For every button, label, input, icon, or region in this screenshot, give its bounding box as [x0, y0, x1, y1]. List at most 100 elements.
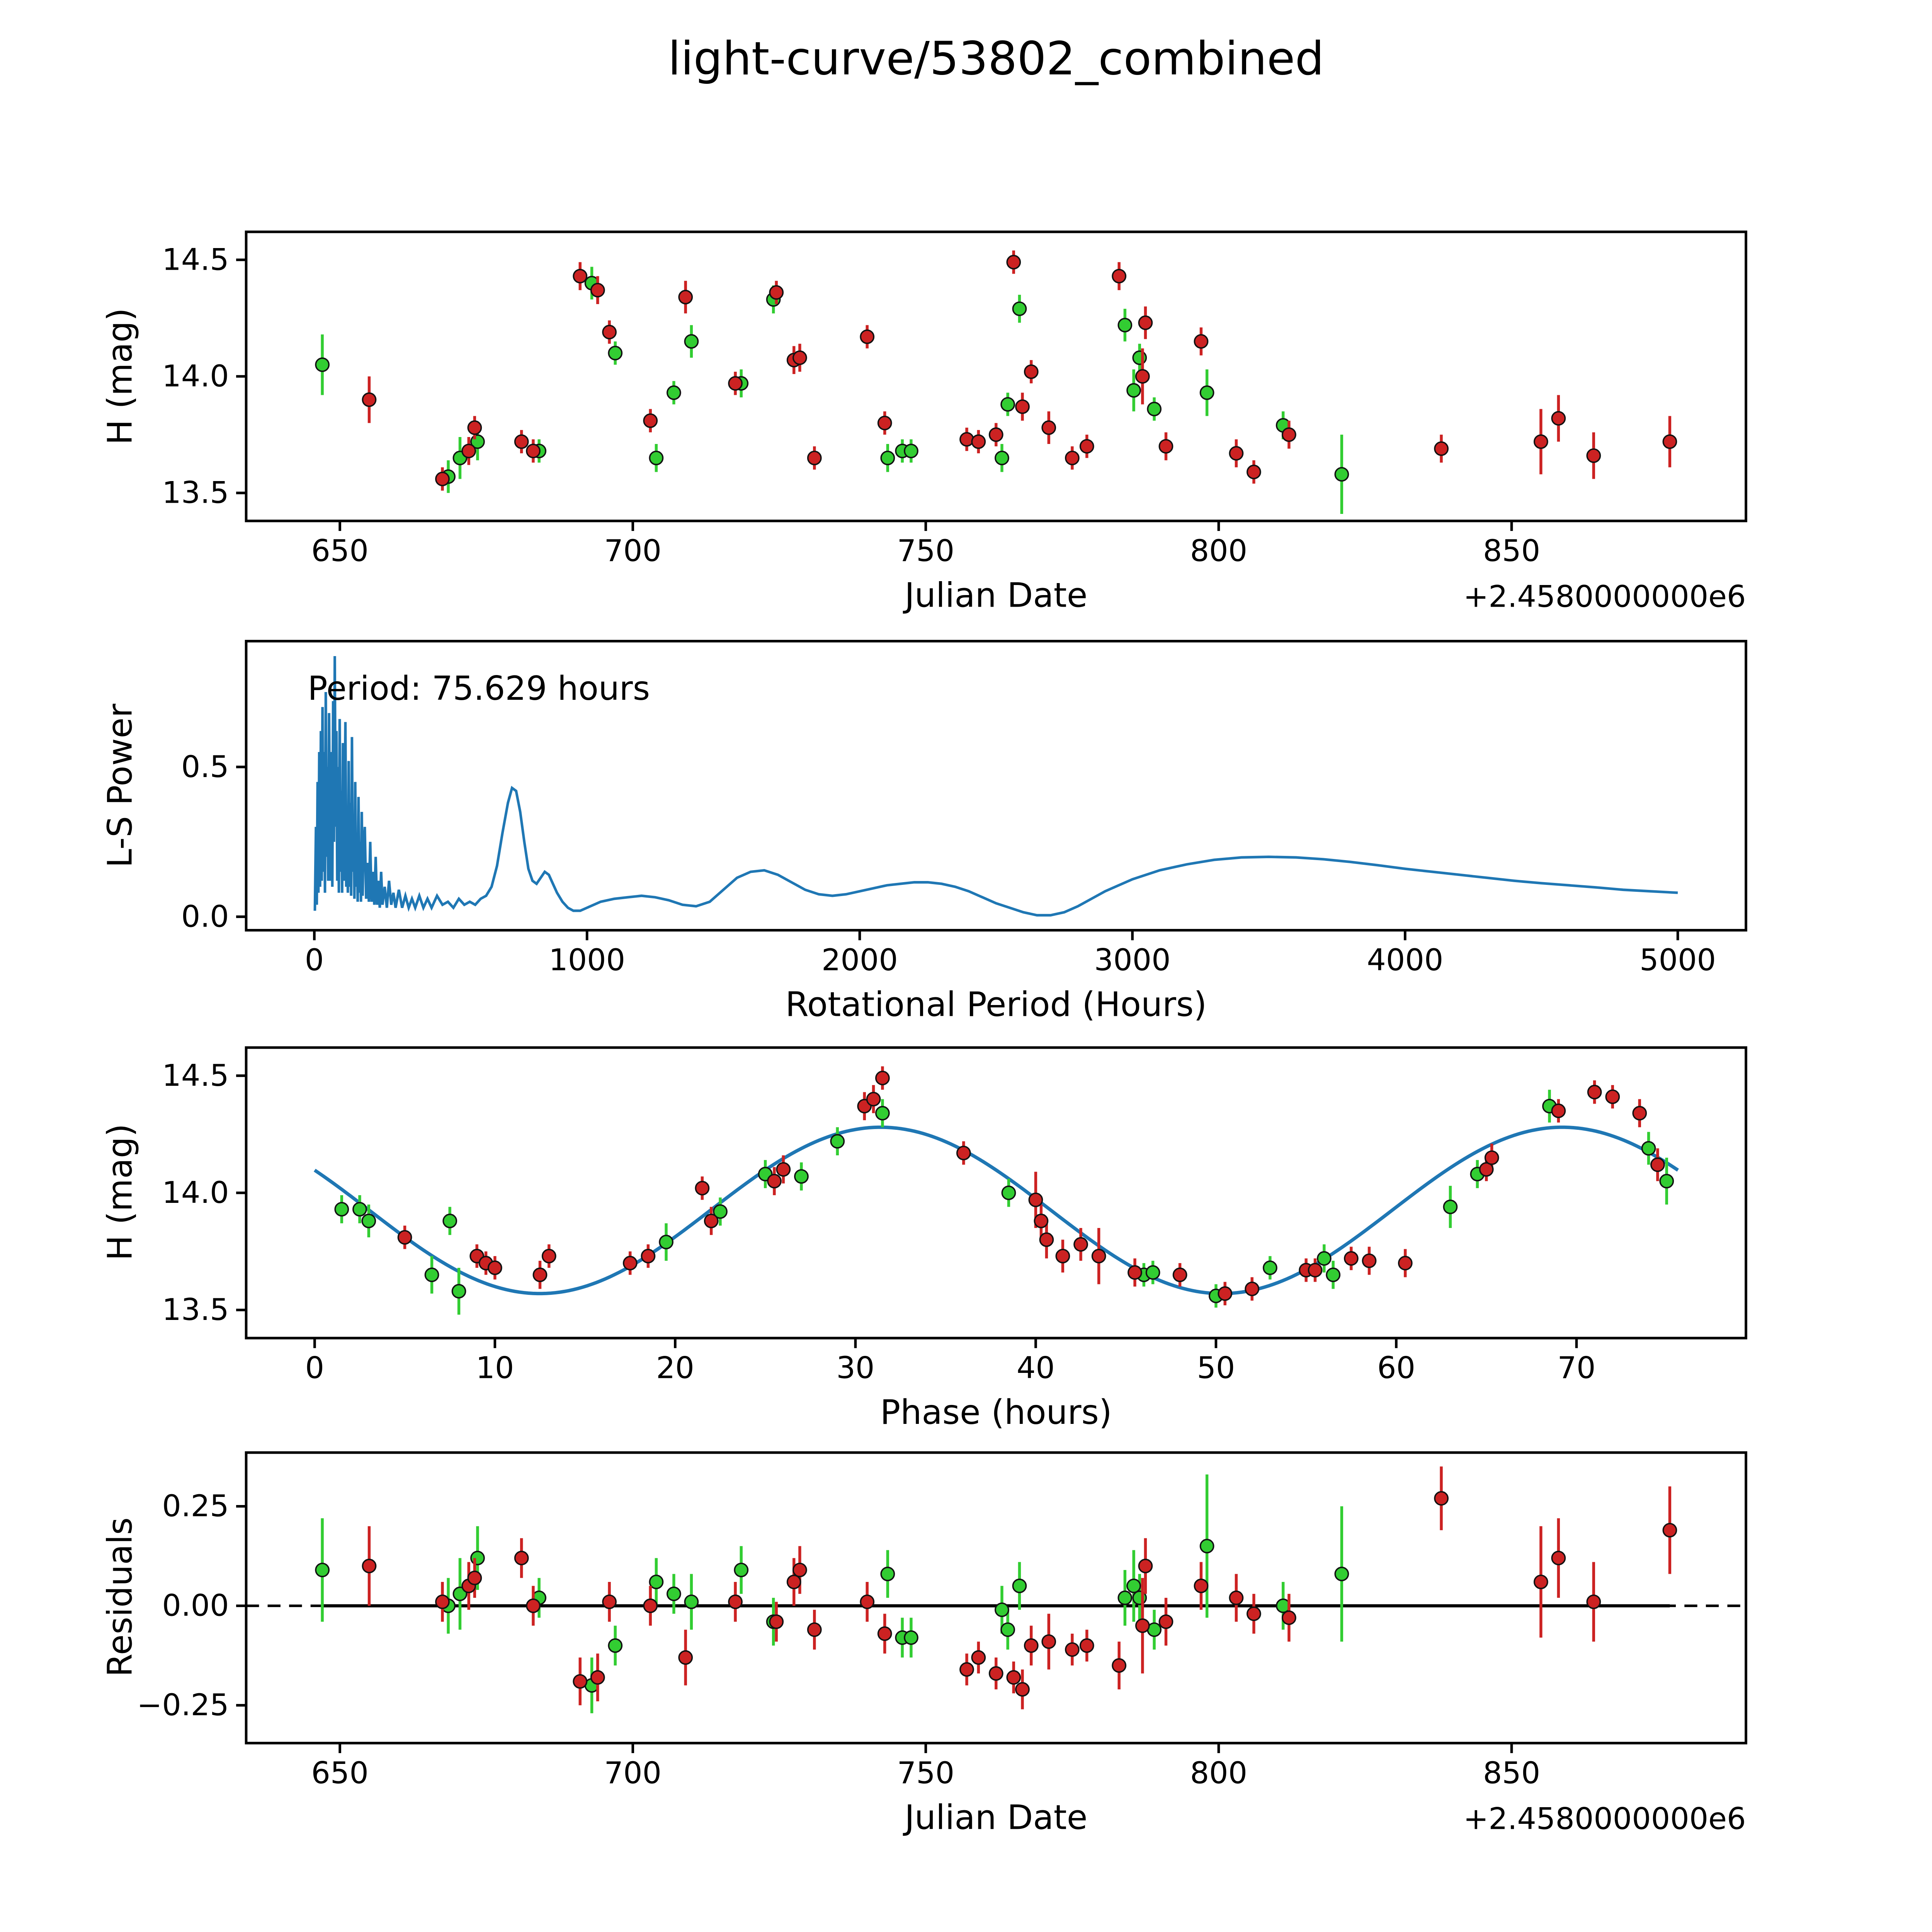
red-epoch-data-point	[1194, 334, 1209, 349]
phase-x-axis-label: Phase (hours)	[880, 1393, 1112, 1432]
red-epoch-data-point	[678, 1650, 693, 1665]
green-epoch-data-point	[1659, 1173, 1674, 1189]
green-epoch-data-point	[1263, 1260, 1277, 1275]
x-tick-label: 60	[1377, 1351, 1415, 1386]
y-tick-label: −0.25	[137, 1688, 229, 1723]
red-epoch-data-point	[695, 1181, 710, 1196]
green-epoch-data-point	[904, 1630, 918, 1645]
red-epoch-data-point	[1015, 399, 1030, 414]
x-tick-label: 700	[604, 534, 662, 568]
red-epoch-data-point	[1055, 1248, 1070, 1264]
red-epoch-data-point	[1247, 464, 1261, 480]
green-epoch-data-point	[684, 334, 699, 349]
x-tick-label: 0	[305, 943, 324, 978]
red-epoch-data-point	[573, 269, 588, 284]
red-epoch-data-point	[1079, 439, 1094, 454]
red-epoch-data-point	[1551, 411, 1566, 426]
red-epoch-data-point	[678, 290, 693, 304]
y-tick-label: 14.0	[162, 1175, 229, 1210]
green-epoch-data-point	[649, 451, 664, 466]
green-epoch-data-point	[684, 1594, 699, 1609]
red-epoch-data-point	[1586, 448, 1601, 463]
x-tick-label: 10	[476, 1351, 514, 1386]
green-epoch-data-point	[1012, 301, 1027, 316]
residuals-x-axis-label: Julian Date	[903, 1798, 1087, 1837]
green-epoch-data-point	[470, 1551, 485, 1566]
green-epoch-data-point	[1326, 1267, 1341, 1282]
figure-title: light-curve/53802_combined	[668, 32, 1324, 85]
x-tick-label: 0	[305, 1351, 324, 1386]
y-tick-label: 0.0	[181, 899, 229, 934]
green-epoch-data-point	[830, 1134, 845, 1149]
red-epoch-data-point	[1245, 1281, 1260, 1296]
red-epoch-data-point	[1229, 1590, 1244, 1605]
red-epoch-data-point	[526, 444, 541, 459]
red-epoch-data-point	[435, 1594, 450, 1609]
green-epoch-data-point	[315, 1563, 330, 1577]
y-tick-label: 0.5	[181, 750, 229, 784]
red-epoch-data-point	[362, 1558, 377, 1573]
y-tick-label: 0.25	[162, 1489, 229, 1524]
red-epoch-data-point	[1434, 1491, 1449, 1506]
red-epoch-data-point	[860, 1594, 875, 1609]
y-tick-label: 14.5	[162, 242, 229, 277]
model-sinusoid-curve	[313, 1125, 1679, 1296]
green-epoch-data-point	[1126, 383, 1141, 398]
red-epoch-data-point	[467, 420, 482, 435]
red-epoch-data-point	[1158, 439, 1173, 454]
red-epoch-data-point	[1006, 255, 1021, 270]
red-epoch-data-point	[1135, 369, 1150, 384]
red-epoch-data-point	[877, 415, 892, 430]
red-epoch-data-point	[1586, 1594, 1601, 1609]
axes-spines	[245, 1451, 1747, 1745]
green-epoch-data-point	[1000, 1622, 1015, 1637]
red-epoch-data-point	[1041, 420, 1056, 435]
green-epoch-data-point	[734, 1563, 749, 1577]
red-epoch-data-point	[1308, 1263, 1323, 1278]
red-epoch-data-point	[602, 325, 617, 340]
red-epoch-data-point	[1024, 1638, 1039, 1653]
red-epoch-data-point	[1533, 434, 1548, 449]
panel-phase-folded: 0 10 20 30 40 50 60 70 13.5 14.0 14.5 H (mag) Phas…	[100, 1046, 1747, 1432]
green-epoch-data-point	[1334, 1566, 1349, 1582]
x-tick-label: 650	[311, 534, 368, 568]
red-epoch-data-point	[1128, 1265, 1142, 1280]
red-epoch-data-point	[1662, 434, 1677, 449]
x-tick-label: 4000	[1367, 943, 1443, 978]
red-epoch-data-point	[1135, 1618, 1150, 1633]
red-epoch-data-point	[1479, 1162, 1494, 1177]
red-epoch-data-point	[767, 1173, 782, 1189]
red-epoch-data-point	[1015, 1682, 1030, 1697]
red-epoch-data-point	[1398, 1256, 1413, 1270]
red-epoch-data-point	[807, 1622, 822, 1637]
red-epoch-data-point	[792, 1563, 807, 1577]
red-epoch-data-point	[1247, 1606, 1261, 1621]
green-epoch-data-point	[361, 1213, 376, 1228]
red-epoch-data-point	[1551, 1103, 1566, 1118]
red-epoch-data-point	[541, 1248, 556, 1264]
x-tick-label: 800	[1190, 534, 1247, 568]
green-epoch-data-point	[608, 345, 623, 361]
green-epoch-data-point	[608, 1638, 623, 1653]
green-epoch-data-point	[1199, 1539, 1214, 1554]
red-epoch-data-point	[1194, 1578, 1209, 1594]
red-epoch-data-point	[1065, 1642, 1080, 1657]
red-epoch-data-point	[1533, 1575, 1548, 1589]
x-tick-label: 20	[656, 1351, 694, 1386]
red-epoch-data-point	[1091, 1248, 1106, 1264]
red-epoch-data-point	[860, 329, 875, 344]
red-epoch-data-point	[1041, 1634, 1056, 1649]
x-tick-label: 650	[311, 1756, 368, 1791]
red-epoch-data-point	[1039, 1232, 1054, 1247]
x-tick-label: 750	[897, 534, 954, 568]
y-tick-label: 0.00	[162, 1588, 229, 1623]
x-tick-label: 5000	[1639, 943, 1716, 978]
green-epoch-data-point	[666, 385, 681, 400]
red-epoch-data-point	[792, 350, 807, 365]
green-epoch-data-point	[666, 1586, 681, 1601]
green-epoch-data-point	[1443, 1199, 1458, 1214]
red-epoch-data-point	[487, 1260, 502, 1275]
green-epoch-data-point	[1641, 1141, 1656, 1156]
red-epoch-data-point	[1065, 451, 1080, 466]
